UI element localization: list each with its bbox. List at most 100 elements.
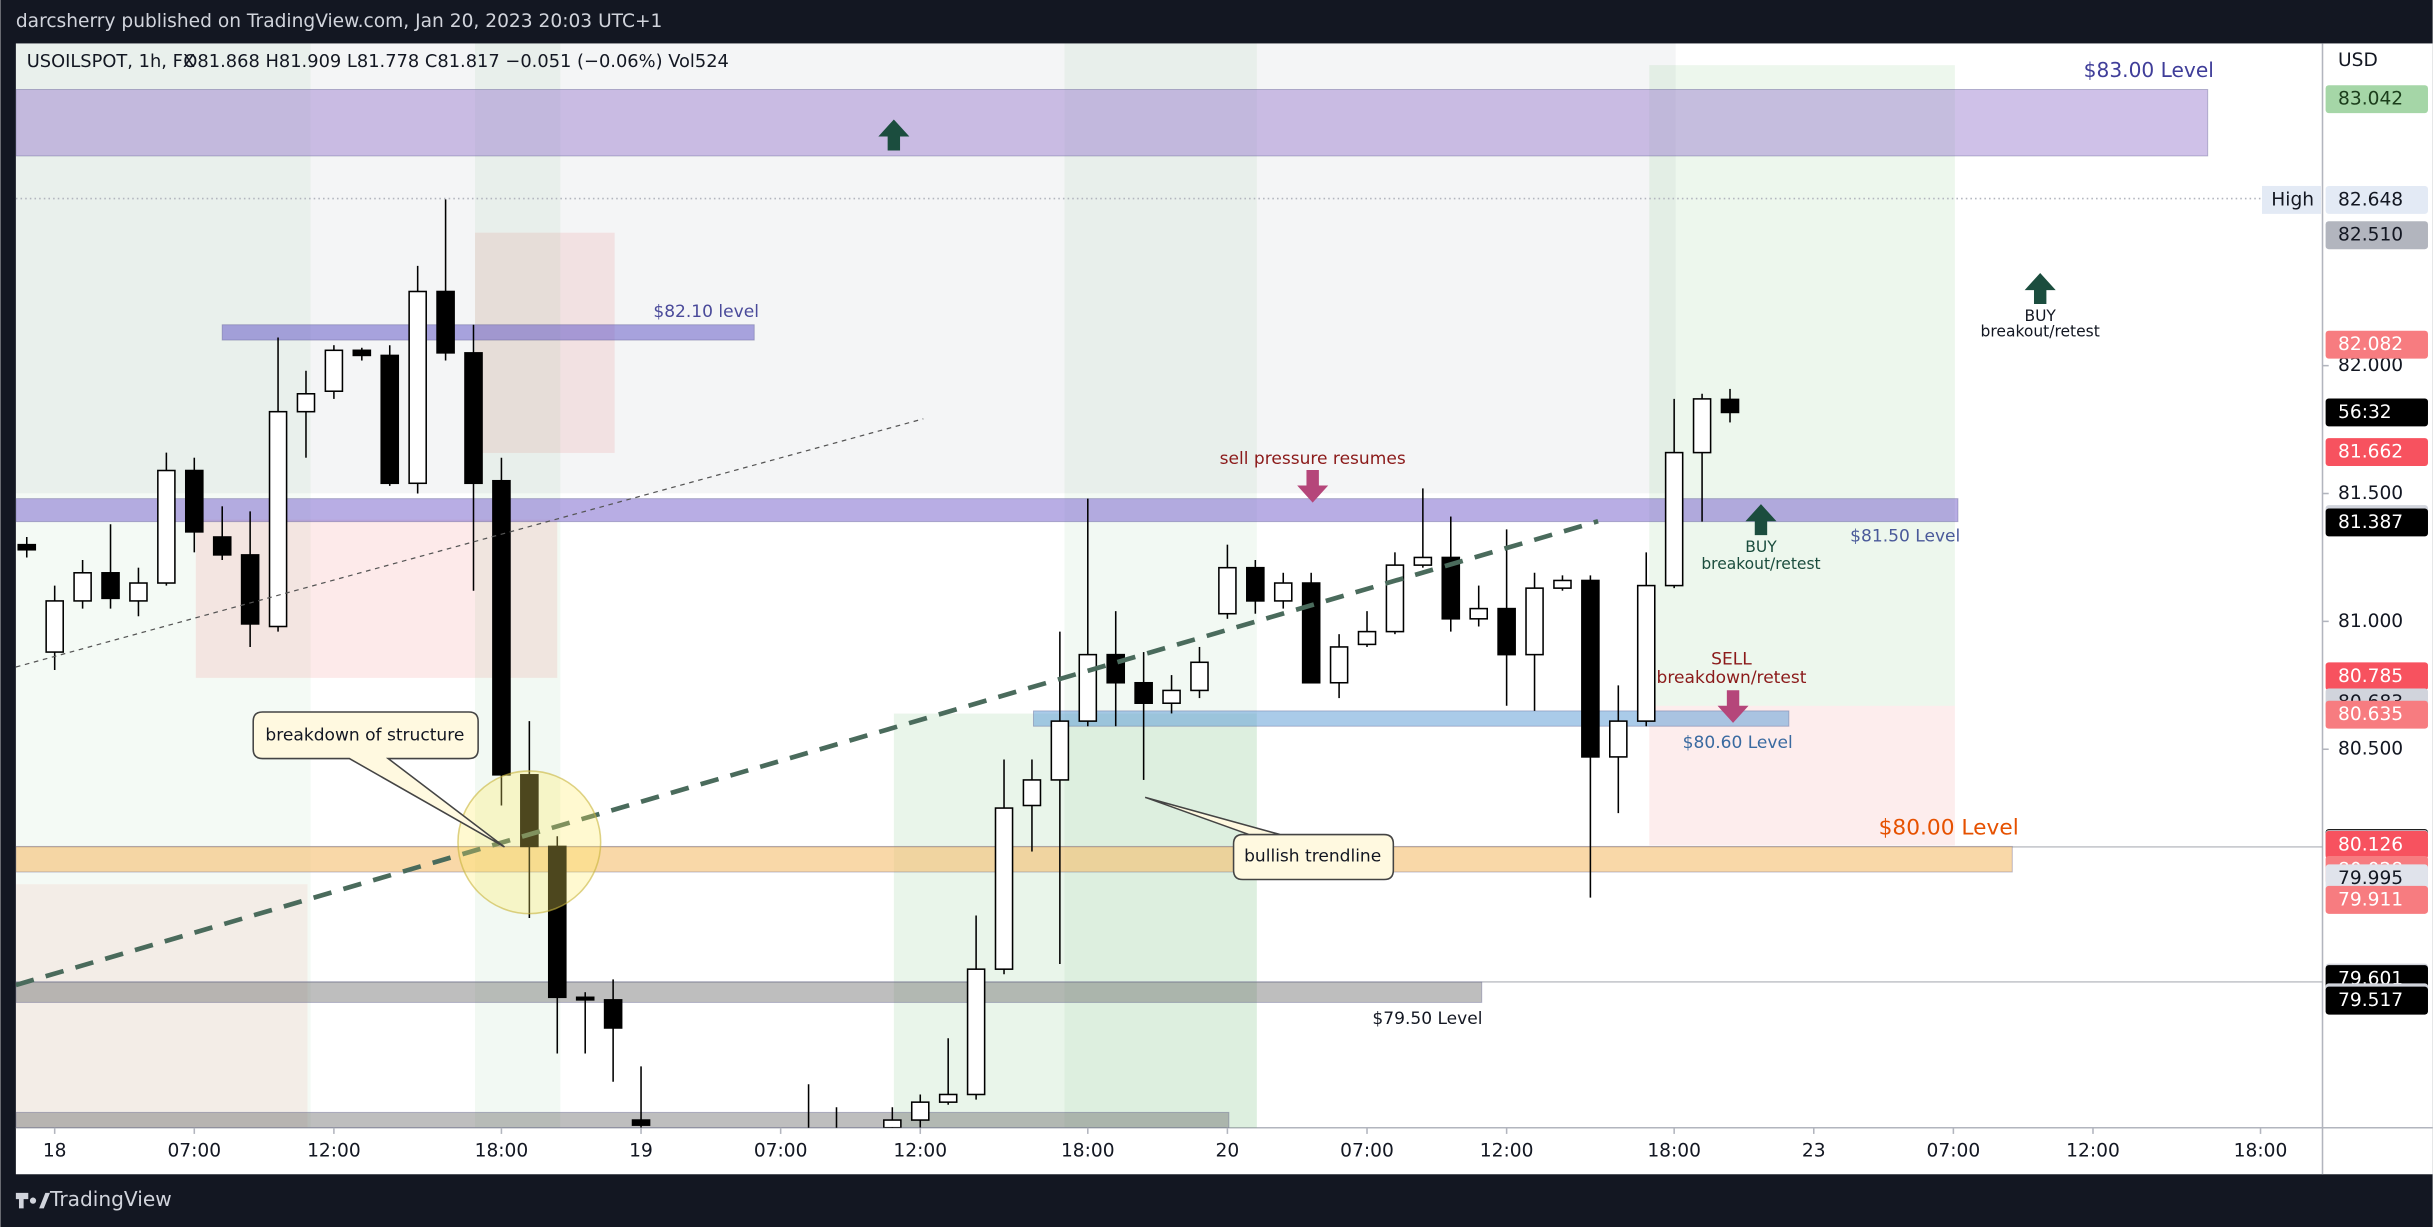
annotation: SELL xyxy=(1711,649,1752,669)
price-tag-name-bg xyxy=(2262,185,2321,214)
zone xyxy=(15,1111,1230,1128)
x-tick-label: 07:00 xyxy=(1340,1140,1394,1161)
annotation: BUY xyxy=(1745,538,1777,556)
shade xyxy=(893,713,1257,1128)
candle-body xyxy=(1664,451,1684,587)
candles xyxy=(17,199,1740,1128)
highlight-circle xyxy=(457,770,602,915)
candle-body xyxy=(1190,661,1209,692)
arrow-down xyxy=(1717,690,1749,723)
candle-body xyxy=(603,999,623,1029)
footer-brand: TradingView xyxy=(49,1187,172,1211)
candle-body xyxy=(1525,587,1544,656)
candle-body xyxy=(1162,689,1181,704)
candle-body xyxy=(436,290,455,354)
candle-body xyxy=(17,543,37,551)
price-tag-label: 79.911 xyxy=(2338,889,2403,910)
candle-body xyxy=(1357,630,1377,646)
x-tick-label: 18:00 xyxy=(1647,1140,1701,1161)
candle-body xyxy=(1692,398,1712,454)
candle-body xyxy=(1273,582,1293,602)
candle-body xyxy=(1469,607,1489,620)
zone xyxy=(15,845,2013,873)
y-tick-label: 81.000 xyxy=(2338,611,2403,632)
x-tick-label: 18 xyxy=(43,1140,67,1161)
candle-body xyxy=(492,479,511,776)
candle-body xyxy=(883,1119,902,1128)
candle-body xyxy=(547,845,567,999)
candle-body xyxy=(1441,556,1461,620)
candle-body xyxy=(1609,720,1628,758)
candle-body xyxy=(520,774,539,848)
x-tick-label: 18:00 xyxy=(1061,1140,1115,1161)
price-tag-label: 80.785 xyxy=(2338,666,2403,687)
candle-body xyxy=(1246,566,1265,602)
price-tag-name: High xyxy=(2271,189,2314,210)
y-tick-label: 81.500 xyxy=(2338,483,2403,504)
candle-body xyxy=(1218,566,1237,615)
candle-body xyxy=(157,469,176,584)
candle-body xyxy=(352,349,372,357)
callout xyxy=(252,711,505,848)
shade xyxy=(1649,705,1955,846)
candle-body xyxy=(184,469,204,533)
trendline xyxy=(15,518,1599,988)
plot-area xyxy=(15,43,2323,1128)
x-tick-label: 12:00 xyxy=(2066,1140,2120,1161)
candle-body xyxy=(464,352,483,485)
zone xyxy=(15,981,1483,1003)
price-tag xyxy=(2325,864,2428,893)
zones xyxy=(15,88,2209,1128)
shade xyxy=(15,884,308,1128)
y-tick-label: 80.500 xyxy=(2338,739,2403,760)
annotation: bullish trendline xyxy=(1244,846,1381,866)
annotation: $83.00 Level xyxy=(2084,58,2214,82)
annotation: $82.10 level xyxy=(653,302,759,322)
candle-body xyxy=(1329,646,1349,684)
annotation: sell pressure resumes xyxy=(1220,449,1406,469)
candle-body xyxy=(1022,779,1042,807)
axes: 82.000 81.500 81.000 80.500 18 07:00 12:00 18:0… xyxy=(43,85,2428,1161)
candle-body xyxy=(1301,582,1321,684)
currency: USD xyxy=(2338,50,2378,71)
symbol: USOILSPOT, 1h, FX xyxy=(27,51,195,72)
annotation: $80.60 Level xyxy=(1683,733,1793,753)
background-shading xyxy=(15,43,2323,1128)
candle-body xyxy=(212,536,232,556)
candle-body xyxy=(1413,556,1433,566)
candle-body xyxy=(994,807,1014,970)
x-tick-label: 19 xyxy=(629,1140,653,1161)
drawings xyxy=(15,119,2056,988)
x-tick-label: 20 xyxy=(1216,1140,1240,1161)
price-tag xyxy=(2325,221,2428,250)
annotation: breakout/retest xyxy=(1701,555,1820,573)
candle-body xyxy=(73,572,92,602)
annotation: breakout/retest xyxy=(1981,322,2100,340)
tradingview-logo: TradingView xyxy=(15,1187,172,1211)
arrow-down xyxy=(1297,470,1329,503)
candle-body xyxy=(966,968,986,1096)
candle-body xyxy=(408,290,427,485)
price-tag-label: 79.995 xyxy=(2338,868,2403,889)
x-tick-label: 12:00 xyxy=(893,1140,947,1161)
zone xyxy=(221,324,755,341)
candle-body xyxy=(1050,720,1070,781)
price-tag xyxy=(2325,330,2428,359)
arrow-up xyxy=(1745,504,1777,536)
x-tick-label: 18:00 xyxy=(475,1140,529,1161)
shade xyxy=(15,43,311,1128)
price-tag xyxy=(2325,85,2428,114)
annotation: breakdown/retest xyxy=(1657,668,1807,688)
price-tag xyxy=(2325,185,2428,214)
candle-body xyxy=(1134,681,1153,704)
candle-body xyxy=(910,1101,930,1121)
x-tick-label: 07:00 xyxy=(1927,1140,1981,1161)
shade xyxy=(15,43,1676,494)
price-tag xyxy=(2325,830,2428,859)
price-tag-label: 81.387 xyxy=(2338,512,2403,533)
candle-body xyxy=(1720,398,1740,414)
price-tag-label: 80.126 xyxy=(2338,834,2403,855)
candle-body xyxy=(101,572,120,600)
countdown: 56:32 xyxy=(2338,402,2392,423)
